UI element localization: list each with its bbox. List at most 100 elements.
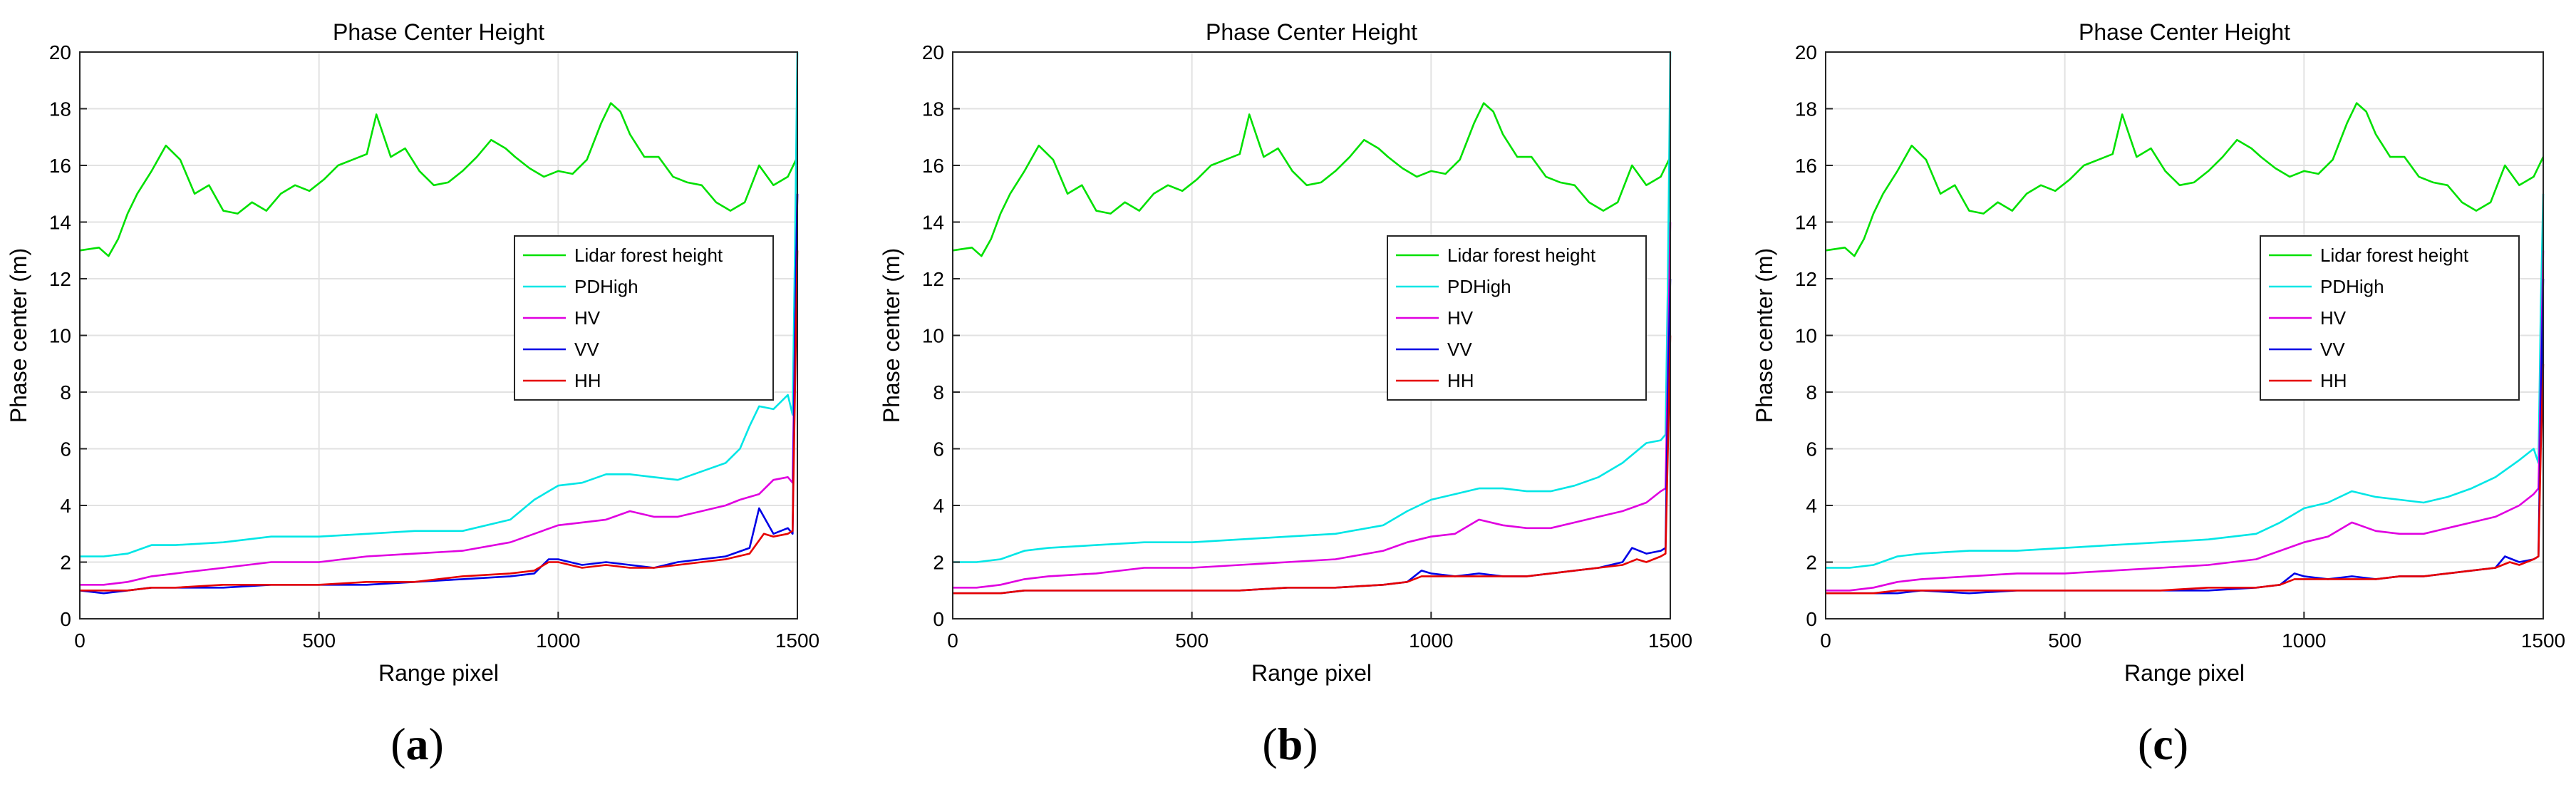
- y-axis-label: Phase center (m): [879, 248, 904, 423]
- y-tick-label: 12: [49, 268, 71, 290]
- x-tick-label: 1000: [2282, 629, 2326, 652]
- panel-caption: (b): [1262, 719, 1318, 769]
- caption-close-paren: ): [2173, 719, 2188, 769]
- y-tick-label: 10: [49, 325, 71, 347]
- series-line-lidar: [1825, 102, 2545, 257]
- series-line-lidar: [952, 102, 1672, 257]
- y-tick-label: 10: [922, 325, 944, 347]
- y-tick-label: 2: [933, 552, 944, 574]
- y-tick-label: 6: [933, 438, 944, 461]
- panel-caption: (c): [2138, 719, 2188, 769]
- y-tick-label: 16: [1795, 155, 1817, 177]
- y-tick-label: 18: [922, 98, 944, 120]
- caption-letter: c: [2153, 719, 2173, 769]
- caption-open-paren: (: [390, 719, 405, 769]
- y-axis-label: Phase center (m): [1752, 248, 1777, 423]
- y-tick-label: 14: [922, 212, 944, 234]
- legend-label-vv: VV: [574, 339, 599, 360]
- y-tick-label: 6: [60, 438, 71, 461]
- legend-label-hv: HV: [574, 307, 601, 329]
- y-tick-label: 6: [1806, 438, 1817, 461]
- y-tick-label: 2: [1806, 552, 1817, 574]
- legend: Lidar forest height PDHigh HV VV HH: [2260, 235, 2520, 401]
- series-line-hv: [1826, 250, 2545, 592]
- x-tick-label: 1000: [536, 629, 580, 652]
- x-tick-label: 500: [1175, 629, 1209, 652]
- y-tick-label: 16: [49, 155, 71, 177]
- y-axis-label: Phase center (m): [6, 248, 31, 423]
- caption-close-paren: ): [429, 719, 444, 769]
- legend: Lidar forest height PDHigh HV VV HH: [514, 235, 774, 401]
- y-tick-label: 2: [60, 552, 71, 574]
- legend: Lidar forest height PDHigh HV VV HH: [1387, 235, 1647, 401]
- y-tick-label: 14: [1795, 212, 1817, 234]
- x-tick-label: 1500: [1648, 629, 1692, 652]
- series-line-lidar: [79, 102, 799, 257]
- x-tick-label: 500: [302, 629, 336, 652]
- y-tick-label: 4: [60, 495, 71, 517]
- x-tick-label: 1500: [2521, 629, 2565, 652]
- y-tick-label: 20: [49, 41, 71, 63]
- y-tick-label: 4: [1806, 495, 1817, 517]
- chart-panel-b: 0 500 1000 1500 0 2 4 6 8 10 12 14 16 18 20 Phase Cente…: [879, 19, 1692, 769]
- legend-label-vv: VV: [1447, 339, 1472, 360]
- caption-close-paren: ): [1303, 719, 1318, 769]
- y-tick-label: 18: [49, 98, 71, 120]
- legend-label-hh: HH: [1447, 370, 1474, 391]
- legend-label-pdhigh: PDHigh: [1447, 276, 1511, 297]
- y-tick-label: 8: [933, 381, 944, 403]
- x-tick-label: 0: [947, 629, 958, 652]
- chart-panel-c: 0 500 1000 1500 0 2 4 6 8 10 12 14 16 18 20 Phase Cente…: [1752, 19, 2565, 769]
- chart-title: Phase Center Height: [2079, 19, 2290, 45]
- legend-label-hv: HV: [1447, 307, 1474, 329]
- y-tick-label: 0: [60, 608, 71, 630]
- x-tick-label: 0: [74, 629, 86, 652]
- series-line-hh: [953, 335, 1672, 595]
- series-line-hv: [80, 193, 799, 586]
- x-tick-label: 500: [2048, 629, 2081, 652]
- caption-open-paren: (: [1262, 719, 1277, 769]
- caption-letter: a: [406, 719, 429, 769]
- y-tick-label: 8: [60, 381, 71, 403]
- series-line-vv: [79, 193, 799, 595]
- y-tick-label: 12: [1795, 268, 1817, 290]
- caption-open-paren: (: [2138, 719, 2153, 769]
- chart-title: Phase Center Height: [333, 19, 544, 45]
- y-tick-label: 14: [49, 212, 71, 234]
- y-tick-label: 16: [922, 155, 944, 177]
- x-axis-label: Range pixel: [2124, 660, 2245, 686]
- x-axis-label: Range pixel: [1251, 660, 1372, 686]
- series-line-pdhigh: [80, 51, 799, 557]
- series-line-vv: [1826, 278, 2545, 595]
- legend-label-lidar: Lidar forest height: [574, 245, 723, 266]
- y-tick-label: 20: [922, 41, 944, 63]
- y-tick-label: 12: [922, 268, 944, 290]
- y-tick-label: 0: [1806, 608, 1817, 630]
- chart-panel-a: 0 500 1000 1500 0 2 4 6 8 10 12 14 16 18 20 Phase Cente…: [6, 19, 819, 769]
- y-tick-label: 18: [1795, 98, 1817, 120]
- y-tick-label: 8: [1806, 381, 1817, 403]
- series-line-pdhigh: [1826, 193, 2545, 569]
- legend-label-pdhigh: PDHigh: [2320, 276, 2384, 297]
- legend-label-pdhigh: PDHigh: [574, 276, 638, 297]
- y-tick-label: 4: [933, 495, 944, 517]
- panel-caption: (a): [390, 719, 444, 769]
- series-line-hh: [80, 250, 799, 592]
- x-tick-label: 0: [1820, 629, 1831, 652]
- chart-title: Phase Center Height: [1206, 19, 1417, 45]
- series-line-hv: [953, 222, 1672, 589]
- legend-label-hh: HH: [2320, 370, 2347, 391]
- y-tick-label: 10: [1795, 325, 1817, 347]
- y-tick-label: 0: [933, 608, 944, 630]
- legend-label-vv: VV: [2320, 339, 2345, 360]
- x-axis-label: Range pixel: [378, 660, 499, 686]
- legend-label-lidar: Lidar forest height: [2320, 245, 2469, 266]
- caption-letter: b: [1278, 719, 1303, 769]
- series-line-hh: [1826, 364, 2545, 595]
- legend-label-lidar: Lidar forest height: [1447, 245, 1596, 266]
- x-tick-label: 1500: [775, 629, 819, 652]
- series-line-pdhigh: [953, 51, 1672, 563]
- y-tick-label: 20: [1795, 41, 1817, 63]
- x-tick-label: 1000: [1409, 629, 1453, 652]
